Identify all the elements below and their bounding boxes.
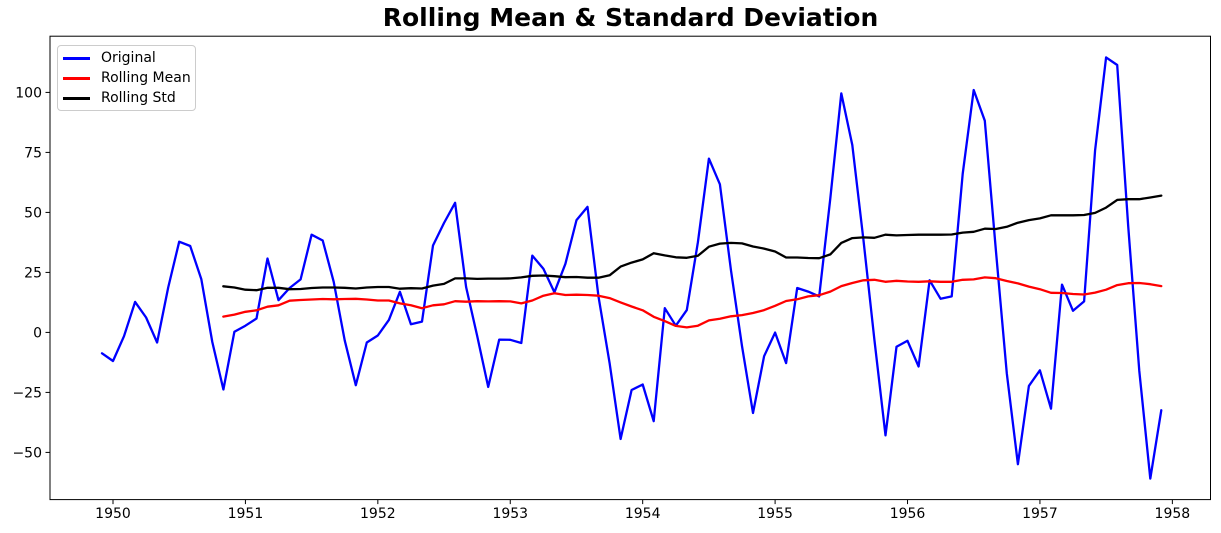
y-tick-label: 50 <box>24 205 42 221</box>
legend-label-rolling-mean: Rolling Mean <box>101 70 191 86</box>
x-tick-label: 1950 <box>95 506 131 522</box>
series-line-rolling-mean <box>222 276 1163 329</box>
legend-item-rolling-std: Rolling Std <box>63 88 189 108</box>
legend-item-rolling-mean: Rolling Mean <box>63 68 191 88</box>
legend-line-original-swatch <box>63 56 90 60</box>
x-tick-label: 1955 <box>757 506 793 522</box>
y-tick-label: 25 <box>24 265 42 281</box>
legend-line-rolling-mean-swatch <box>63 76 90 80</box>
legend-item-original: Original <box>63 48 189 68</box>
x-tick-label: 1958 <box>1155 506 1191 522</box>
y-tick-label: −50 <box>12 445 42 461</box>
legend-label-rolling-std: Rolling Std <box>101 90 176 106</box>
x-tick-label: 1953 <box>492 506 528 522</box>
legend-label-original: Original <box>101 50 156 66</box>
series-line-original <box>100 56 1163 480</box>
plot-frame <box>49 35 1211 501</box>
legend-line-rolling-std-swatch <box>63 96 90 100</box>
x-tick-label: 1951 <box>228 506 264 522</box>
x-tick-label: 1952 <box>360 506 396 522</box>
x-tick-label: 1954 <box>625 506 661 522</box>
chart-title: Rolling Mean & Standard Deviation <box>382 3 879 32</box>
y-tick-label: −25 <box>12 385 42 401</box>
y-tick-label: 75 <box>24 145 42 161</box>
x-tick-label: 1956 <box>890 506 926 522</box>
y-tick-label: 0 <box>33 325 42 341</box>
legend: Original Rolling Mean Rolling Std <box>57 45 196 111</box>
y-tick-label: 100 <box>15 85 42 101</box>
series-line-rolling-std <box>222 194 1163 292</box>
x-tick-label: 1957 <box>1022 506 1058 522</box>
